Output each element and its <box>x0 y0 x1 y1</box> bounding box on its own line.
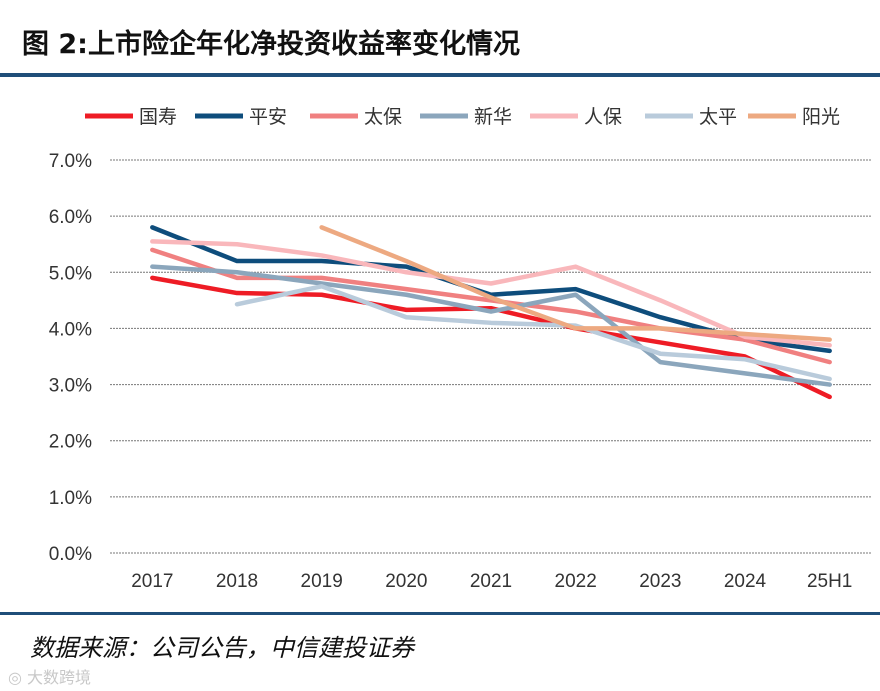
legend-label: 平安 <box>249 106 287 128</box>
source-divider <box>0 612 880 615</box>
x-tick-label: 2017 <box>131 571 173 592</box>
series-line-阳光 <box>319 225 832 342</box>
y-tick-label: 7.0% <box>49 151 92 172</box>
legend-label: 新华 <box>474 106 512 128</box>
y-tick-label: 2.0% <box>49 432 92 453</box>
legend-label: 太保 <box>364 106 402 128</box>
x-tick-label: 2019 <box>301 571 343 592</box>
legend-label: 阳光 <box>802 106 840 128</box>
series-line-国寿 <box>150 275 832 400</box>
series-line-人保 <box>150 239 832 348</box>
watermark-logo: ◎ 大数跨境 <box>8 668 92 687</box>
x-tick-label: 2018 <box>216 571 258 592</box>
y-tick-label: 0.0% <box>49 544 92 565</box>
x-tick-label: 25H1 <box>807 571 852 592</box>
y-tick-label: 3.0% <box>49 376 92 397</box>
series-line-新华 <box>150 264 832 387</box>
y-tick-label: 1.0% <box>49 488 92 509</box>
source-note: 数据来源：公司公告，中信建投证券 <box>30 634 414 662</box>
x-tick-label: 2022 <box>555 571 597 592</box>
x-tick-label: 2023 <box>639 571 681 592</box>
line-chart: 0.0% 1.0% 2.0% 3.0% 4.0% 5.0% 6.0% 7.0% 2017 2018… <box>49 106 872 592</box>
x-tick-label: 2020 <box>385 571 427 592</box>
y-tick-label: 6.0% <box>49 207 92 228</box>
y-tick-label: 5.0% <box>49 263 92 284</box>
series-line-太平 <box>234 284 832 382</box>
x-tick-label: 2024 <box>724 571 767 592</box>
legend-label: 太平 <box>699 106 737 128</box>
title-divider <box>0 73 880 77</box>
chart-title: 图 2:上市险企年化净投资收益率变化情况 <box>22 29 520 60</box>
legend-label: 国寿 <box>139 106 177 128</box>
y-tick-label: 4.0% <box>49 319 92 340</box>
legend-label: 人保 <box>584 106 622 128</box>
x-tick-label: 2021 <box>470 571 512 592</box>
